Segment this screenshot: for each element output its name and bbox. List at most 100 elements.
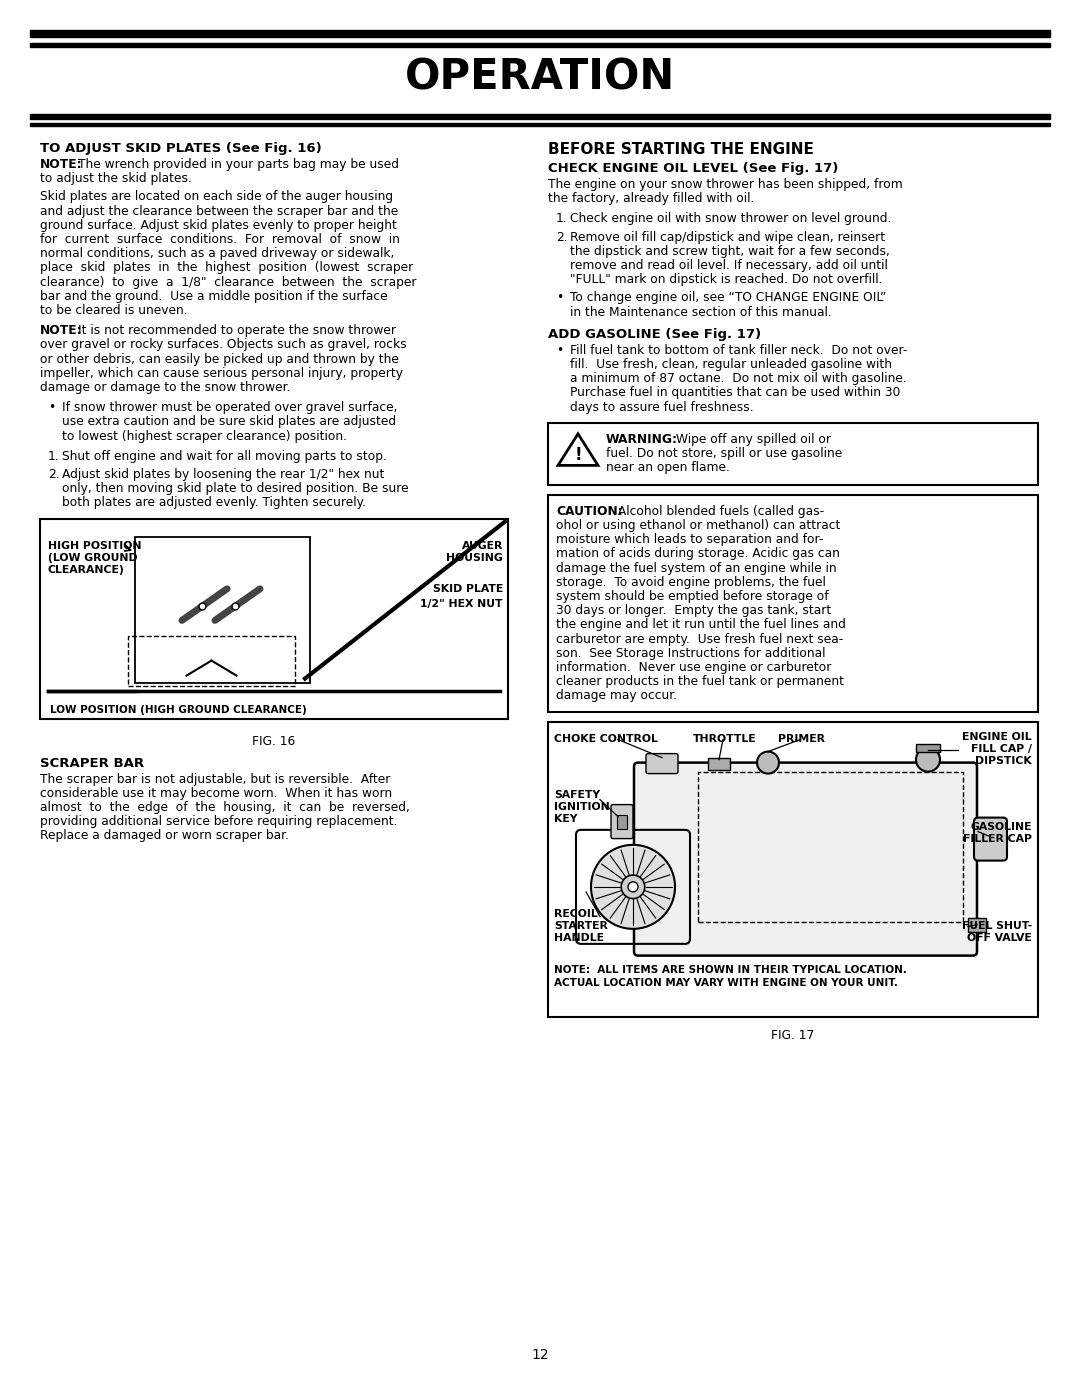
Bar bbox=[548, 722, 1038, 1017]
Text: "FULL" mark on dipstick is reached. Do not overfill.: "FULL" mark on dipstick is reached. Do n… bbox=[570, 274, 882, 286]
Bar bbox=[698, 771, 963, 922]
Text: OFF VALVE: OFF VALVE bbox=[968, 933, 1032, 943]
Text: damage the fuel system of an engine while in: damage the fuel system of an engine whil… bbox=[556, 562, 837, 574]
Text: •: • bbox=[556, 292, 564, 305]
Text: carburetor are empty.  Use fresh fuel next sea-: carburetor are empty. Use fresh fuel nex… bbox=[556, 633, 843, 645]
Text: mation of acids during storage. Acidic gas can: mation of acids during storage. Acidic g… bbox=[556, 548, 840, 560]
FancyBboxPatch shape bbox=[634, 763, 977, 956]
Text: fuel. Do not store, spill or use gasoline: fuel. Do not store, spill or use gasolin… bbox=[606, 447, 842, 460]
Text: SAFETY: SAFETY bbox=[554, 789, 600, 799]
Bar bbox=[40, 518, 508, 718]
Text: RECOIL: RECOIL bbox=[554, 908, 597, 919]
Circle shape bbox=[916, 747, 940, 771]
Text: The wrench provided in your parts bag may be used: The wrench provided in your parts bag ma… bbox=[78, 158, 399, 170]
Text: GASOLINE: GASOLINE bbox=[971, 821, 1032, 831]
Text: impeller, which can cause serious personal injury, property: impeller, which can cause serious person… bbox=[40, 367, 403, 380]
Text: FILLER CAP: FILLER CAP bbox=[963, 834, 1032, 844]
Text: The scraper bar is not adjustable, but is reversible.  After: The scraper bar is not adjustable, but i… bbox=[40, 773, 390, 785]
Text: FIG. 17: FIG. 17 bbox=[771, 1028, 814, 1042]
Text: CHOKE CONTROL: CHOKE CONTROL bbox=[554, 733, 658, 743]
Text: Remove oil fill cap/dipstick and wipe clean, reinsert: Remove oil fill cap/dipstick and wipe cl… bbox=[570, 231, 886, 243]
Text: almost  to  the  edge  of  the  housing,  it  can  be  reversed,: almost to the edge of the housing, it ca… bbox=[40, 800, 410, 814]
Text: KEY: KEY bbox=[554, 813, 578, 824]
Text: days to assure fuel freshness.: days to assure fuel freshness. bbox=[570, 401, 754, 414]
Text: (LOW GROUND: (LOW GROUND bbox=[48, 553, 137, 563]
Text: THROTTLE: THROTTLE bbox=[693, 733, 757, 743]
Text: The engine on your snow thrower has been shipped, from: The engine on your snow thrower has been… bbox=[548, 177, 903, 191]
Text: Alcohol blended fuels (called gas-: Alcohol blended fuels (called gas- bbox=[615, 504, 824, 518]
Text: 1/2" HEX NUT: 1/2" HEX NUT bbox=[420, 598, 503, 609]
Bar bbox=[129, 636, 295, 686]
Text: 1.: 1. bbox=[48, 450, 59, 462]
Text: a minimum of 87 octane.  Do not mix oil with gasoline.: a minimum of 87 octane. Do not mix oil w… bbox=[570, 372, 907, 386]
Text: to be cleared is uneven.: to be cleared is uneven. bbox=[40, 305, 188, 317]
Text: fill.  Use fresh, clean, regular unleaded gasoline with: fill. Use fresh, clean, regular unleaded… bbox=[570, 358, 892, 372]
Bar bbox=[30, 115, 1050, 119]
Text: To change engine oil, see “TO CHANGE ENGINE OIL”: To change engine oil, see “TO CHANGE ENG… bbox=[570, 292, 887, 305]
Text: considerable use it may become worn.  When it has worn: considerable use it may become worn. Whe… bbox=[40, 787, 392, 800]
Bar bbox=[916, 743, 940, 752]
Bar bbox=[968, 918, 986, 932]
Bar bbox=[30, 123, 1050, 126]
Circle shape bbox=[627, 882, 638, 891]
Text: HANDLE: HANDLE bbox=[554, 933, 604, 943]
Text: near an open flame.: near an open flame. bbox=[606, 461, 730, 474]
Text: AUGER: AUGER bbox=[461, 541, 503, 550]
Text: OPERATION: OPERATION bbox=[405, 57, 675, 99]
Text: over gravel or rocky surfaces. Objects such as gravel, rocks: over gravel or rocky surfaces. Objects s… bbox=[40, 338, 407, 352]
Text: HOUSING: HOUSING bbox=[446, 553, 503, 563]
Text: son.  See Storage Instructions for additional: son. See Storage Instructions for additi… bbox=[556, 647, 825, 659]
Circle shape bbox=[621, 875, 645, 898]
Text: ground surface. Adjust skid plates evenly to proper height: ground surface. Adjust skid plates evenl… bbox=[40, 219, 396, 232]
Text: ENGINE OIL: ENGINE OIL bbox=[962, 732, 1032, 742]
Text: providing additional service before requiring replacement.: providing additional service before requ… bbox=[40, 816, 397, 828]
Text: 12: 12 bbox=[531, 1348, 549, 1362]
Text: Purchase fuel in quantities that can be used within 30: Purchase fuel in quantities that can be … bbox=[570, 387, 901, 400]
Text: the factory, already filled with oil.: the factory, already filled with oil. bbox=[548, 193, 754, 205]
Text: NOTE:: NOTE: bbox=[40, 324, 83, 337]
Text: clearance)  to  give  a  1/8"  clearance  between  the  scraper: clearance) to give a 1/8" clearance betw… bbox=[40, 275, 417, 289]
Text: CLEARANCE): CLEARANCE) bbox=[48, 564, 125, 574]
Bar bbox=[548, 495, 1038, 711]
Bar bbox=[135, 536, 310, 683]
Text: If snow thrower must be operated over gravel surface,: If snow thrower must be operated over gr… bbox=[62, 401, 397, 414]
Bar bbox=[30, 43, 1050, 47]
Text: FILL CAP /: FILL CAP / bbox=[971, 743, 1032, 753]
Text: DIPSTICK: DIPSTICK bbox=[975, 756, 1032, 766]
Text: IGNITION: IGNITION bbox=[554, 802, 610, 812]
FancyBboxPatch shape bbox=[974, 817, 1007, 861]
Text: in the Maintenance section of this manual.: in the Maintenance section of this manua… bbox=[570, 306, 832, 319]
Text: 1.: 1. bbox=[556, 212, 568, 225]
Text: remove and read oil level. If necessary, add oil until: remove and read oil level. If necessary,… bbox=[570, 258, 888, 272]
Text: 30 days or longer.  Empty the gas tank, start: 30 days or longer. Empty the gas tank, s… bbox=[556, 604, 832, 617]
Bar bbox=[617, 814, 627, 828]
Text: information.  Never use engine or carburetor: information. Never use engine or carbure… bbox=[556, 661, 832, 673]
Text: Check engine oil with snow thrower on level ground.: Check engine oil with snow thrower on le… bbox=[570, 212, 891, 225]
Text: BEFORE STARTING THE ENGINE: BEFORE STARTING THE ENGINE bbox=[548, 142, 814, 156]
Text: Adjust skid plates by loosening the rear 1/2" hex nut: Adjust skid plates by loosening the rear… bbox=[62, 468, 384, 481]
Text: to lowest (highest scraper clearance) position.: to lowest (highest scraper clearance) po… bbox=[62, 430, 347, 443]
Text: damage or damage to the snow thrower.: damage or damage to the snow thrower. bbox=[40, 381, 291, 394]
Text: LOW POSITION (HIGH GROUND CLEARANCE): LOW POSITION (HIGH GROUND CLEARANCE) bbox=[50, 704, 307, 715]
Text: STARTER: STARTER bbox=[554, 921, 608, 930]
Text: Replace a damaged or worn scraper bar.: Replace a damaged or worn scraper bar. bbox=[40, 830, 289, 842]
Text: Fill fuel tank to bottom of tank filler neck.  Do not over-: Fill fuel tank to bottom of tank filler … bbox=[570, 344, 907, 356]
Text: both plates are adjusted evenly. Tighten securely.: both plates are adjusted evenly. Tighten… bbox=[62, 496, 366, 510]
Text: FIG. 16: FIG. 16 bbox=[253, 735, 296, 747]
Text: SKID PLATE: SKID PLATE bbox=[433, 584, 503, 594]
Text: and adjust the clearance between the scraper bar and the: and adjust the clearance between the scr… bbox=[40, 204, 399, 218]
Text: CHECK ENGINE OIL LEVEL (See Fig. 17): CHECK ENGINE OIL LEVEL (See Fig. 17) bbox=[548, 162, 838, 175]
Text: 2.: 2. bbox=[48, 468, 59, 481]
Text: 2.: 2. bbox=[556, 231, 568, 243]
Text: or other debris, can easily be picked up and thrown by the: or other debris, can easily be picked up… bbox=[40, 352, 399, 366]
Text: PRIMER: PRIMER bbox=[778, 733, 825, 743]
Text: ACTUAL LOCATION MAY VARY WITH ENGINE ON YOUR UNIT.: ACTUAL LOCATION MAY VARY WITH ENGINE ON … bbox=[554, 978, 897, 988]
Text: place  skid  plates  in  the  highest  position  (lowest  scraper: place skid plates in the highest positio… bbox=[40, 261, 414, 274]
Text: •: • bbox=[48, 401, 55, 414]
Text: use extra caution and be sure skid plates are adjusted: use extra caution and be sure skid plate… bbox=[62, 415, 396, 429]
Text: for  current  surface  conditions.  For  removal  of  snow  in: for current surface conditions. For remo… bbox=[40, 233, 400, 246]
FancyBboxPatch shape bbox=[611, 805, 633, 838]
Text: bar and the ground.  Use a middle position if the surface: bar and the ground. Use a middle positio… bbox=[40, 289, 388, 303]
Text: Shut off engine and wait for all moving parts to stop.: Shut off engine and wait for all moving … bbox=[62, 450, 387, 462]
Text: It is not recommended to operate the snow thrower: It is not recommended to operate the sno… bbox=[78, 324, 396, 337]
